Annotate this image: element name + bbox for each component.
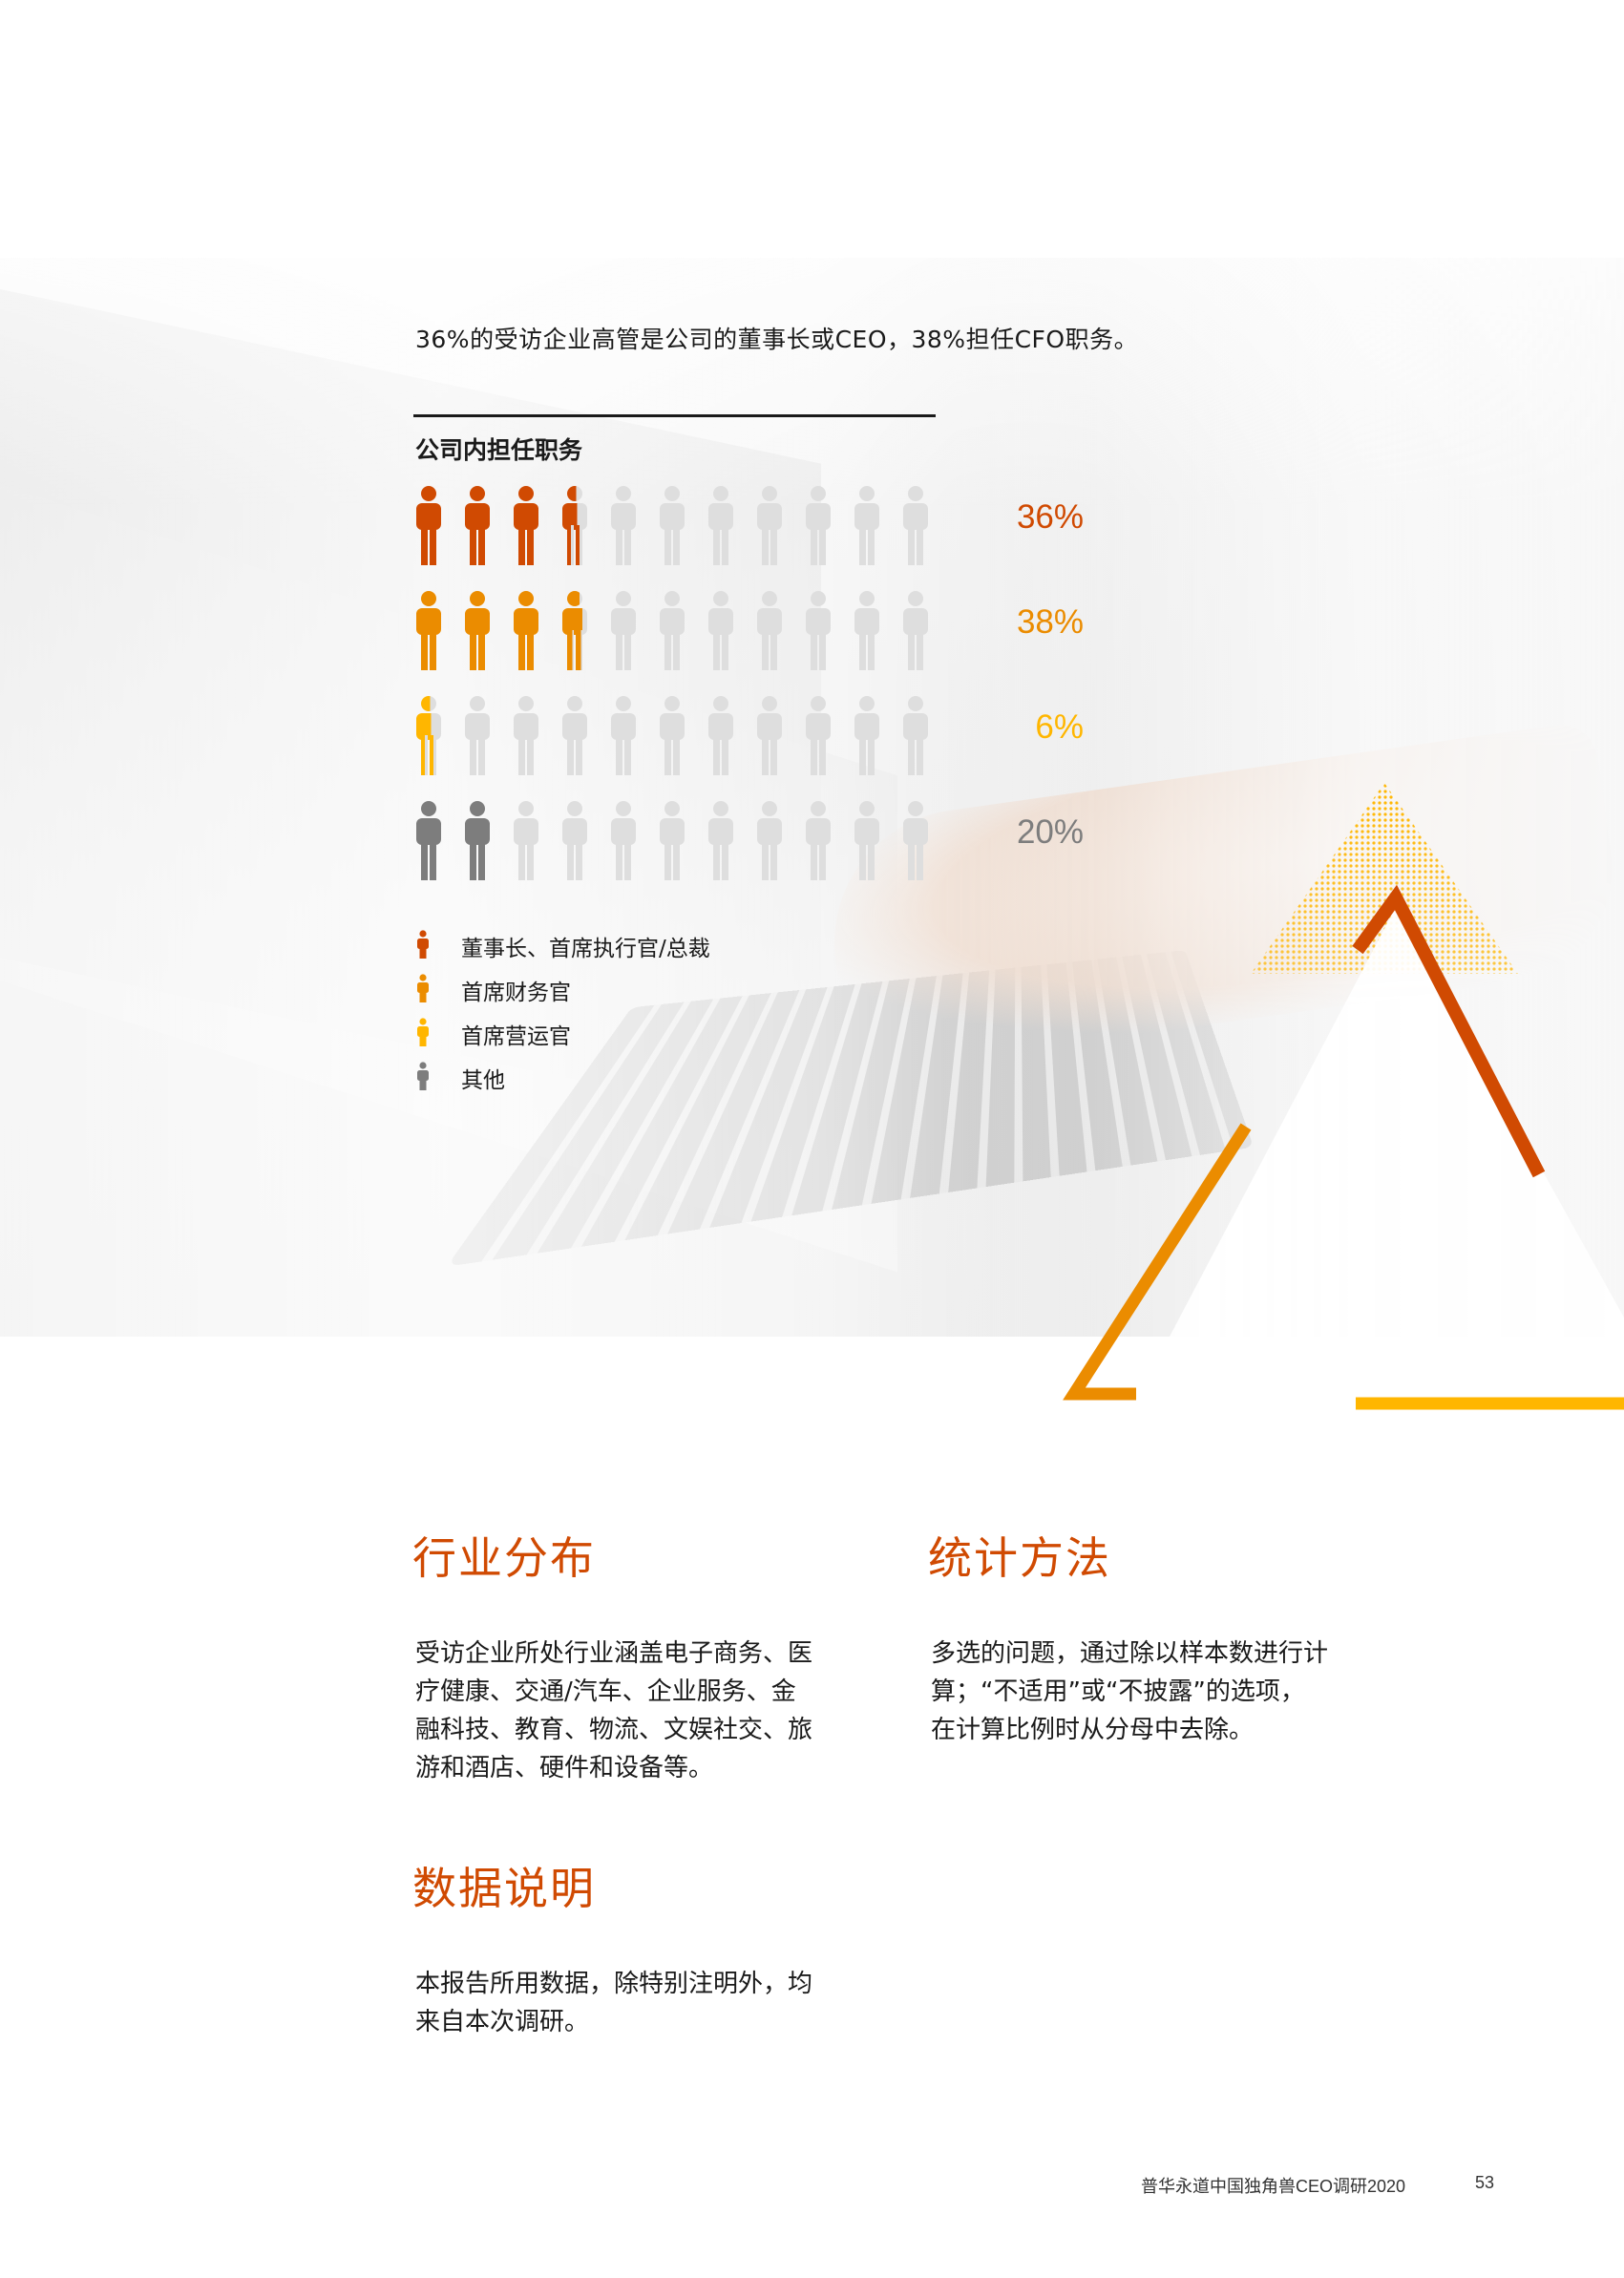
person-icon	[757, 801, 782, 880]
person-icon	[854, 486, 879, 565]
pictogram-value-label: 6%	[1035, 708, 1084, 746]
text-line: 来自本次调研。	[415, 2008, 590, 2036]
footer-report-title: 普华永道中国独角兽CEO调研2020	[1141, 2177, 1406, 2196]
legend-label: 其他	[461, 1068, 505, 1093]
person-icon	[660, 801, 685, 880]
person-icon	[611, 591, 636, 670]
person-icon	[562, 696, 587, 775]
person-icon	[708, 696, 733, 775]
person-icon	[660, 696, 685, 775]
person-icon	[514, 801, 538, 880]
section-body-industry: 受访企业所处行业涵盖电子商务、医 疗健康、交通/汽车、企业服务、金 融科技、教育…	[415, 1635, 854, 1787]
chart-rule	[413, 414, 936, 417]
person-icon	[465, 696, 490, 775]
person-icon	[417, 930, 429, 959]
person-icon	[854, 696, 879, 775]
person-icon	[416, 486, 441, 565]
section-body-method: 多选的问题，通过除以样本数进行计 算；“不适用”或“不披露”的选项， 在计算比例…	[931, 1635, 1370, 1749]
section-title-method: 统计方法	[928, 1532, 1111, 1584]
section-body-data-note: 本报告所用数据，除特别注明外，均 来自本次调研。	[415, 1965, 854, 2041]
text-line: 融科技、教育、物流、文娱社交、旅	[415, 1716, 813, 1744]
person-icon	[903, 591, 928, 670]
red-triangle-stroke	[1352, 884, 1546, 1178]
text-line: 本报告所用数据，除特别注明外，均	[415, 1970, 813, 1998]
person-icon	[417, 1018, 429, 1046]
text-line: 受访企业所处行业涵盖电子商务、医	[415, 1639, 813, 1668]
person-icon	[417, 974, 429, 1002]
section-title-data-note: 数据说明	[412, 1863, 596, 1914]
legend-label: 首席营运官	[461, 1024, 571, 1049]
person-icon	[514, 486, 538, 565]
person-icon	[562, 801, 587, 880]
person-icon	[708, 486, 733, 565]
person-icon	[562, 486, 587, 565]
person-icon	[806, 486, 831, 565]
person-icon	[416, 591, 441, 670]
person-icon	[806, 591, 831, 670]
person-icon	[660, 486, 685, 565]
person-icon	[708, 801, 733, 880]
legend-label: 首席财务官	[461, 981, 571, 1005]
person-icon	[660, 591, 685, 670]
white-triangle	[1170, 907, 1624, 1337]
person-icon	[611, 696, 636, 775]
person-icon	[416, 801, 441, 880]
person-icon	[465, 801, 490, 880]
person-icon	[417, 1062, 429, 1090]
legend-label: 董事长、首席执行官/总裁	[461, 937, 710, 961]
person-icon	[757, 591, 782, 670]
person-icon	[757, 696, 782, 775]
person-icon	[611, 801, 636, 880]
person-icon	[514, 696, 538, 775]
pictogram-value-label: 20%	[1016, 813, 1084, 851]
person-icon	[465, 591, 490, 670]
pictogram-value-label: 36%	[1016, 498, 1084, 536]
pictogram-value-label: 38%	[1016, 603, 1084, 641]
pictogram-row	[413, 590, 948, 670]
text-line: 在计算比例时从分母中去除。	[931, 1716, 1255, 1744]
person-icon	[611, 486, 636, 565]
orange-triangle-stroke	[1063, 1123, 1252, 1401]
person-icon	[903, 486, 928, 565]
person-icon	[806, 801, 831, 880]
pictogram-row	[413, 695, 948, 775]
text-line: 算；“不适用”或“不披露”的选项，	[931, 1677, 1305, 1706]
person-icon	[903, 696, 928, 775]
text-line: 游和酒店、硬件和设备等。	[415, 1754, 714, 1782]
text-line: 疗健康、交通/汽车、企业服务、金	[415, 1677, 796, 1706]
decorative-triangles	[1063, 783, 1624, 1410]
person-icon	[854, 591, 879, 670]
person-icon	[416, 696, 441, 775]
person-icon	[514, 591, 538, 670]
chart-title: 公司内担任职务	[415, 436, 583, 464]
intro-text: 36%的受访企业高管是公司的董事长或CEO，38%担任CFO职务。	[415, 326, 1139, 353]
pictogram-row	[413, 485, 948, 565]
hero-photo	[0, 258, 1624, 1337]
section-title-industry: 行业分布	[412, 1532, 596, 1584]
pictogram-row	[413, 800, 948, 880]
person-icon	[465, 486, 490, 565]
dotted-triangle	[1251, 783, 1518, 974]
text-line: 多选的问题，通过除以样本数进行计	[931, 1639, 1329, 1668]
person-icon	[708, 591, 733, 670]
person-icon	[757, 486, 782, 565]
person-icon	[806, 696, 831, 775]
person-icon	[903, 801, 928, 880]
photo-overlay-top	[0, 258, 1624, 506]
person-icon	[854, 801, 879, 880]
person-icon	[562, 591, 587, 670]
footer-page-number: 53	[1475, 2173, 1495, 2192]
